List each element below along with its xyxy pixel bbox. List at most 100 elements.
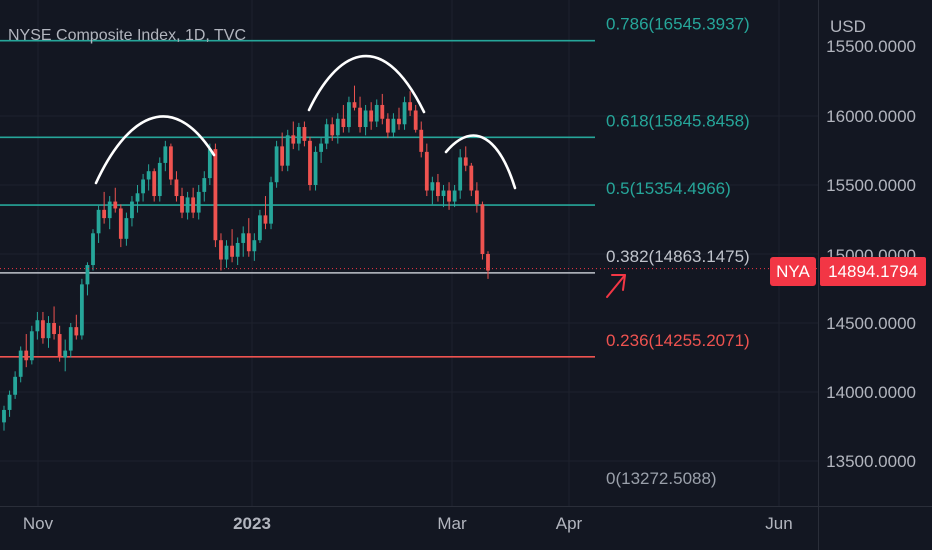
candle-body bbox=[124, 218, 129, 239]
right-shoulder-arc[interactable] bbox=[444, 134, 517, 190]
candle-body bbox=[85, 265, 90, 285]
candle-body bbox=[324, 124, 329, 144]
candle-body bbox=[141, 179, 145, 194]
candle-body bbox=[452, 190, 457, 202]
left-shoulder-arc[interactable] bbox=[94, 115, 216, 185]
candle-body bbox=[13, 376, 18, 395]
candle-body bbox=[252, 240, 257, 252]
candle-body bbox=[486, 254, 490, 271]
candle-body bbox=[68, 327, 73, 351]
candle-body bbox=[291, 135, 296, 144]
candle-body bbox=[168, 146, 173, 180]
candle-body bbox=[374, 104, 379, 122]
candle-body bbox=[341, 118, 346, 128]
candle-body bbox=[480, 204, 485, 254]
candle-body bbox=[347, 102, 351, 128]
candle-body bbox=[157, 162, 162, 197]
candle-body bbox=[180, 196, 184, 213]
x-tick-label: Mar bbox=[437, 514, 467, 533]
candle-body bbox=[313, 151, 318, 185]
candle-body bbox=[96, 209, 101, 234]
candle-body bbox=[102, 209, 107, 219]
candle-body bbox=[196, 191, 201, 213]
candle-body bbox=[280, 146, 285, 166]
candle-body bbox=[213, 149, 218, 241]
candle-body bbox=[63, 350, 68, 358]
x-axis-labels: Nov 2023 Mar Apr Jun bbox=[23, 514, 793, 533]
candle-body bbox=[397, 118, 401, 125]
candle-body bbox=[7, 394, 12, 410]
candle-body bbox=[436, 182, 440, 197]
candle-body bbox=[79, 284, 84, 336]
candle-body bbox=[441, 190, 446, 197]
candle-body bbox=[385, 118, 390, 133]
candle-body bbox=[163, 146, 168, 163]
fib-level-label: 0.382(14863.1475) bbox=[606, 247, 750, 266]
candle-body bbox=[285, 135, 290, 166]
y-tick-label: 16000.0000 bbox=[826, 107, 916, 126]
candle-body bbox=[235, 242, 240, 257]
candle-body bbox=[46, 323, 51, 339]
candle-body bbox=[41, 320, 45, 339]
fibonacci-retracement[interactable]: 0.786(16545.3937) 0.618(15845.8458) 0.5(15… bbox=[0, 15, 750, 488]
candle-body bbox=[230, 245, 234, 257]
y-tick-label: 15500.0000 bbox=[826, 176, 916, 195]
currency-label: USD bbox=[830, 17, 866, 36]
candle-body bbox=[118, 208, 123, 239]
fib-level-label: 0.786(16545.3937) bbox=[606, 15, 750, 34]
candle-body bbox=[358, 107, 362, 128]
candle-body bbox=[302, 127, 307, 141]
x-tick-label: Jun bbox=[765, 514, 792, 533]
candle-body bbox=[263, 215, 268, 224]
candle-body bbox=[458, 157, 463, 191]
fib-level-label: 0.618(15845.8458) bbox=[606, 111, 750, 130]
candle-body bbox=[202, 178, 207, 192]
candle-body bbox=[91, 233, 95, 266]
candle-body bbox=[308, 140, 312, 185]
symbol-tag: NYA bbox=[776, 262, 810, 281]
candle-body bbox=[413, 110, 418, 130]
candle-body bbox=[174, 179, 179, 197]
candle-body bbox=[24, 350, 29, 361]
candle-body bbox=[258, 215, 262, 241]
candle-body bbox=[191, 197, 196, 213]
y-tick-label: 14000.0000 bbox=[826, 383, 916, 402]
candle-body bbox=[469, 165, 474, 191]
candle-body bbox=[152, 171, 157, 197]
candle-body bbox=[424, 151, 429, 191]
candle-body bbox=[335, 118, 340, 136]
candle-body bbox=[207, 149, 212, 179]
candle-body bbox=[35, 320, 40, 332]
candle-body bbox=[74, 327, 79, 336]
candle-body bbox=[146, 171, 151, 180]
fib-level-label: 0.5(15354.4966) bbox=[606, 179, 731, 198]
candle-body bbox=[113, 201, 118, 209]
candle-body bbox=[330, 124, 335, 136]
candle-body bbox=[2, 409, 6, 423]
candle-body bbox=[352, 102, 357, 108]
x-tick-label: Apr bbox=[556, 514, 583, 533]
x-tick-label: 2023 bbox=[233, 514, 271, 533]
candle-body bbox=[107, 201, 112, 219]
last-price-tag[interactable]: NYA 14894.1794 bbox=[770, 257, 926, 286]
price-tag: 14894.1794 bbox=[828, 262, 918, 281]
candles bbox=[2, 85, 490, 431]
candle-body bbox=[380, 104, 385, 119]
y-axis-labels: 16000.0000 15500.0000 14500.0000 14000.0000… bbox=[826, 107, 916, 471]
candle-body bbox=[447, 190, 451, 202]
candle-body bbox=[135, 193, 140, 202]
y-tick-label: 14500.0000 bbox=[826, 314, 916, 333]
head-arc[interactable] bbox=[307, 54, 426, 114]
candle-body bbox=[29, 331, 34, 361]
up-arrow-icon[interactable] bbox=[606, 274, 626, 298]
candle-body bbox=[130, 201, 134, 219]
candle-body bbox=[224, 245, 229, 260]
price-tag-bg bbox=[820, 257, 926, 286]
y-tick-label-partial: 15500.0000 bbox=[826, 37, 916, 56]
candle-body bbox=[408, 102, 413, 111]
fib-level-label: 0.236(14255.2071) bbox=[606, 331, 750, 350]
candle-body bbox=[402, 102, 407, 125]
chart-title: NYSE Composite Index, 1D, TVC bbox=[8, 27, 246, 44]
x-tick-label: Nov bbox=[23, 514, 54, 533]
